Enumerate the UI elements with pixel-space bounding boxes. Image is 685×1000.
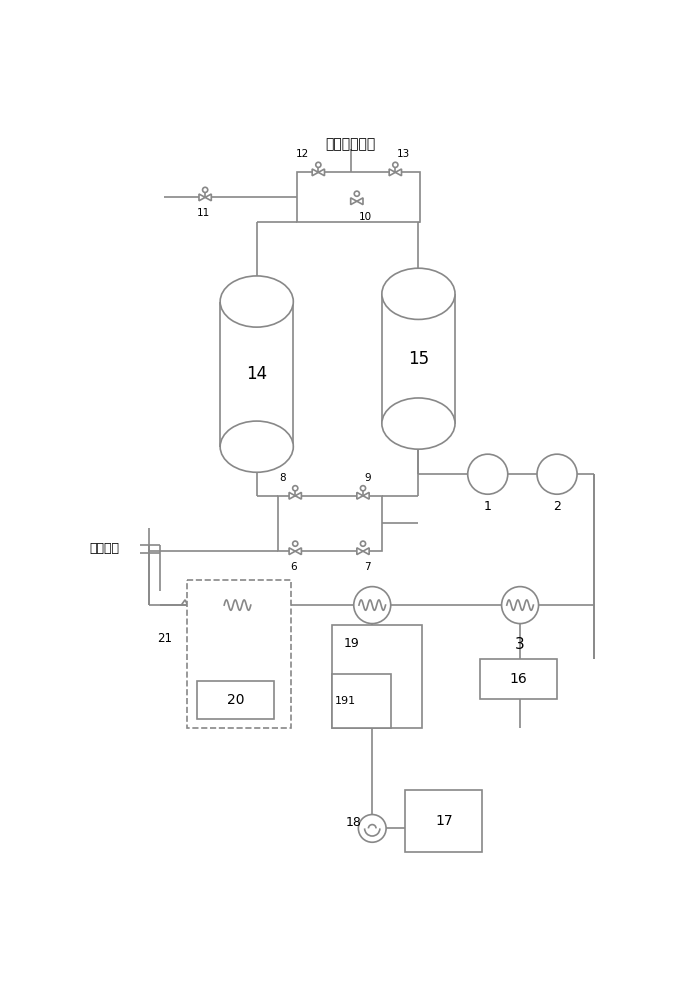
Ellipse shape: [220, 421, 293, 472]
Polygon shape: [319, 169, 325, 176]
Polygon shape: [351, 198, 357, 205]
Circle shape: [353, 587, 390, 624]
Ellipse shape: [382, 268, 455, 319]
Polygon shape: [295, 548, 301, 555]
Polygon shape: [357, 548, 363, 555]
Text: 15: 15: [408, 350, 429, 368]
Text: 21: 21: [157, 632, 172, 645]
Bar: [332, 674, 392, 728]
Text: 18: 18: [346, 816, 362, 829]
Text: 20: 20: [227, 693, 245, 707]
Text: 11: 11: [197, 208, 210, 218]
Polygon shape: [205, 194, 211, 201]
Text: 14: 14: [246, 365, 267, 383]
Polygon shape: [363, 548, 369, 555]
Polygon shape: [312, 169, 319, 176]
Polygon shape: [395, 169, 401, 176]
Text: 16: 16: [510, 672, 527, 686]
Polygon shape: [289, 492, 295, 499]
Text: 6: 6: [290, 562, 297, 572]
Circle shape: [537, 454, 577, 494]
Text: 4: 4: [367, 637, 377, 652]
Circle shape: [468, 454, 508, 494]
Text: 洁净气排放口: 洁净气排放口: [325, 137, 376, 151]
Polygon shape: [389, 169, 395, 176]
Bar: [406, 790, 482, 851]
Text: 8: 8: [279, 473, 286, 483]
Text: 191: 191: [335, 696, 356, 706]
Bar: [188, 580, 291, 728]
Polygon shape: [357, 198, 363, 205]
Polygon shape: [357, 492, 363, 499]
Polygon shape: [289, 548, 295, 555]
Text: 9: 9: [364, 473, 371, 483]
Bar: [332, 625, 422, 728]
Circle shape: [292, 541, 298, 546]
Text: 17: 17: [435, 814, 453, 828]
Bar: [480, 659, 557, 699]
Ellipse shape: [382, 398, 455, 449]
Circle shape: [393, 162, 398, 167]
Polygon shape: [363, 492, 369, 499]
Text: 12: 12: [296, 149, 309, 159]
Circle shape: [316, 162, 321, 167]
Bar: [197, 681, 275, 719]
Text: 1: 1: [484, 500, 492, 513]
Text: 2: 2: [553, 500, 561, 513]
Bar: [297, 172, 420, 222]
Circle shape: [292, 486, 298, 491]
Text: 3: 3: [515, 637, 525, 652]
Circle shape: [501, 587, 538, 624]
Text: 10: 10: [358, 212, 371, 222]
Text: 7: 7: [364, 562, 371, 572]
Polygon shape: [295, 492, 301, 499]
Circle shape: [354, 191, 360, 196]
Circle shape: [360, 541, 366, 546]
Circle shape: [219, 587, 256, 624]
Circle shape: [203, 187, 208, 192]
Text: 13: 13: [397, 149, 410, 159]
Ellipse shape: [220, 276, 293, 327]
Text: 油气进口: 油气进口: [89, 542, 119, 555]
Circle shape: [358, 815, 386, 842]
Text: 5: 5: [233, 655, 242, 670]
Circle shape: [360, 486, 366, 491]
Text: 19: 19: [344, 637, 360, 650]
Bar: [278, 496, 382, 551]
Polygon shape: [199, 194, 205, 201]
